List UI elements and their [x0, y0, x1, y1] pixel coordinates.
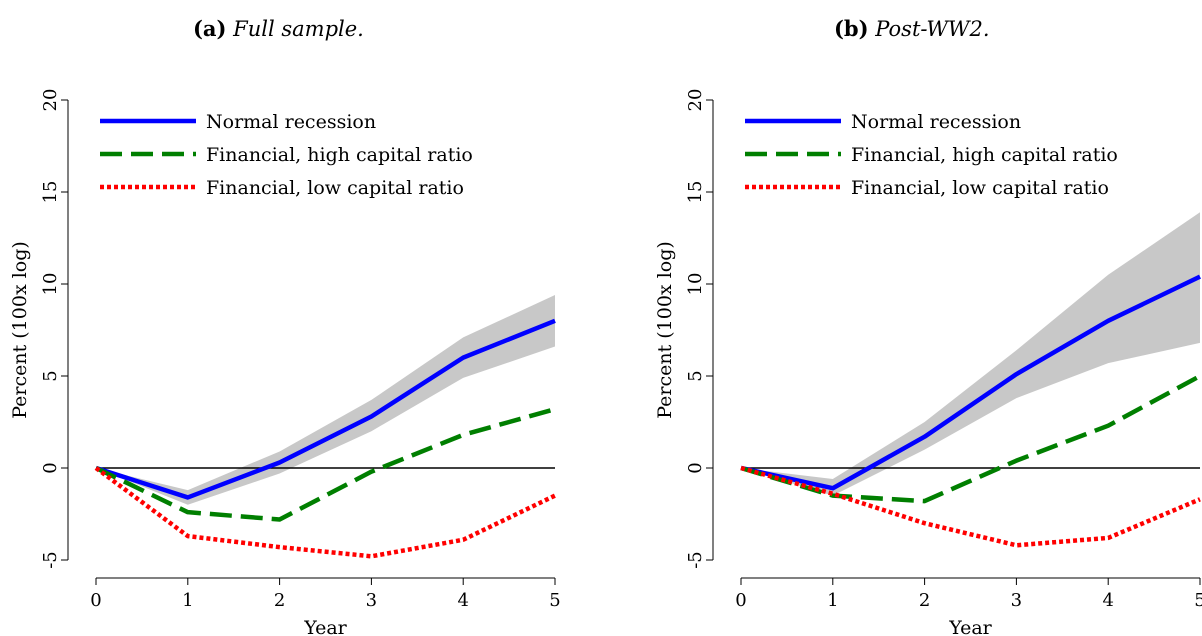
x-tick-label: 5 [549, 590, 560, 611]
x-axis-label: Year [948, 617, 992, 636]
y-tick-label: 10 [40, 273, 61, 296]
legend-label: Normal recession [206, 111, 376, 133]
panel-a-title-text: Full sample. [233, 17, 364, 41]
y-tick-label: 5 [685, 370, 706, 381]
x-tick-label: 3 [1011, 590, 1022, 611]
x-tick-label: 2 [919, 590, 930, 611]
chart-panel-b: -5 0 5 10 15 20 Percent (100x log) 0 1 2 3 4 5 Year No… [654, 89, 1202, 636]
x-tick-label: 3 [366, 590, 377, 611]
x-tick-label: 4 [1102, 590, 1113, 611]
confidence-band [96, 295, 555, 505]
y-tick-label: 15 [685, 181, 706, 204]
panel-b-title: (b) Post-WW2. [834, 16, 990, 41]
x-tick-label: 1 [182, 590, 193, 611]
legend-label: Financial, low capital ratio [851, 177, 1109, 199]
chart-panel-a: -5 0 5 10 15 20 Percent (100x log) 0 1 2 3 4 5 Year No… [9, 89, 561, 636]
series-line-dotted [740, 465, 1201, 548]
y-tick-label: 20 [40, 89, 61, 112]
confidence-band [741, 212, 1200, 496]
panel-b-title-text: Post-WW2. [875, 17, 990, 41]
y-tick-label: -5 [685, 551, 706, 569]
y-tick-label: 10 [685, 273, 706, 296]
series-line-dotted [94, 466, 556, 559]
panel-a-title: (a) Full sample. [193, 16, 364, 41]
legend-label: Normal recession [851, 111, 1021, 133]
panel-a-title-prefix: (a) [193, 16, 227, 41]
y-tick-label: 20 [685, 89, 706, 112]
x-tick-label: 0 [735, 590, 746, 611]
x-tick-label: 1 [827, 590, 838, 611]
series-line-solid [740, 274, 1201, 491]
series-line-solid [95, 318, 556, 500]
x-tick-label: 5 [1194, 590, 1202, 611]
x-tick-label: 2 [274, 590, 285, 611]
y-tick-label: 0 [40, 462, 61, 473]
series-line-dashed [95, 406, 556, 522]
x-axis-label: Year [303, 617, 347, 636]
legend-label: Financial, low capital ratio [206, 177, 464, 199]
x-tick-label: 0 [90, 590, 101, 611]
legend-label: Financial, high capital ratio [851, 144, 1118, 166]
y-tick-label: 0 [685, 462, 706, 473]
legend-label: Financial, high capital ratio [206, 144, 473, 166]
y-axis-label: Percent (100x log) [9, 241, 31, 419]
x-tick-label: 4 [457, 590, 468, 611]
panel-b-title-prefix: (b) [834, 16, 869, 41]
y-tick-label: 5 [40, 370, 61, 381]
y-tick-label: -5 [40, 551, 61, 569]
y-tick-label: 15 [40, 181, 61, 204]
y-axis-label: Percent (100x log) [654, 241, 676, 419]
